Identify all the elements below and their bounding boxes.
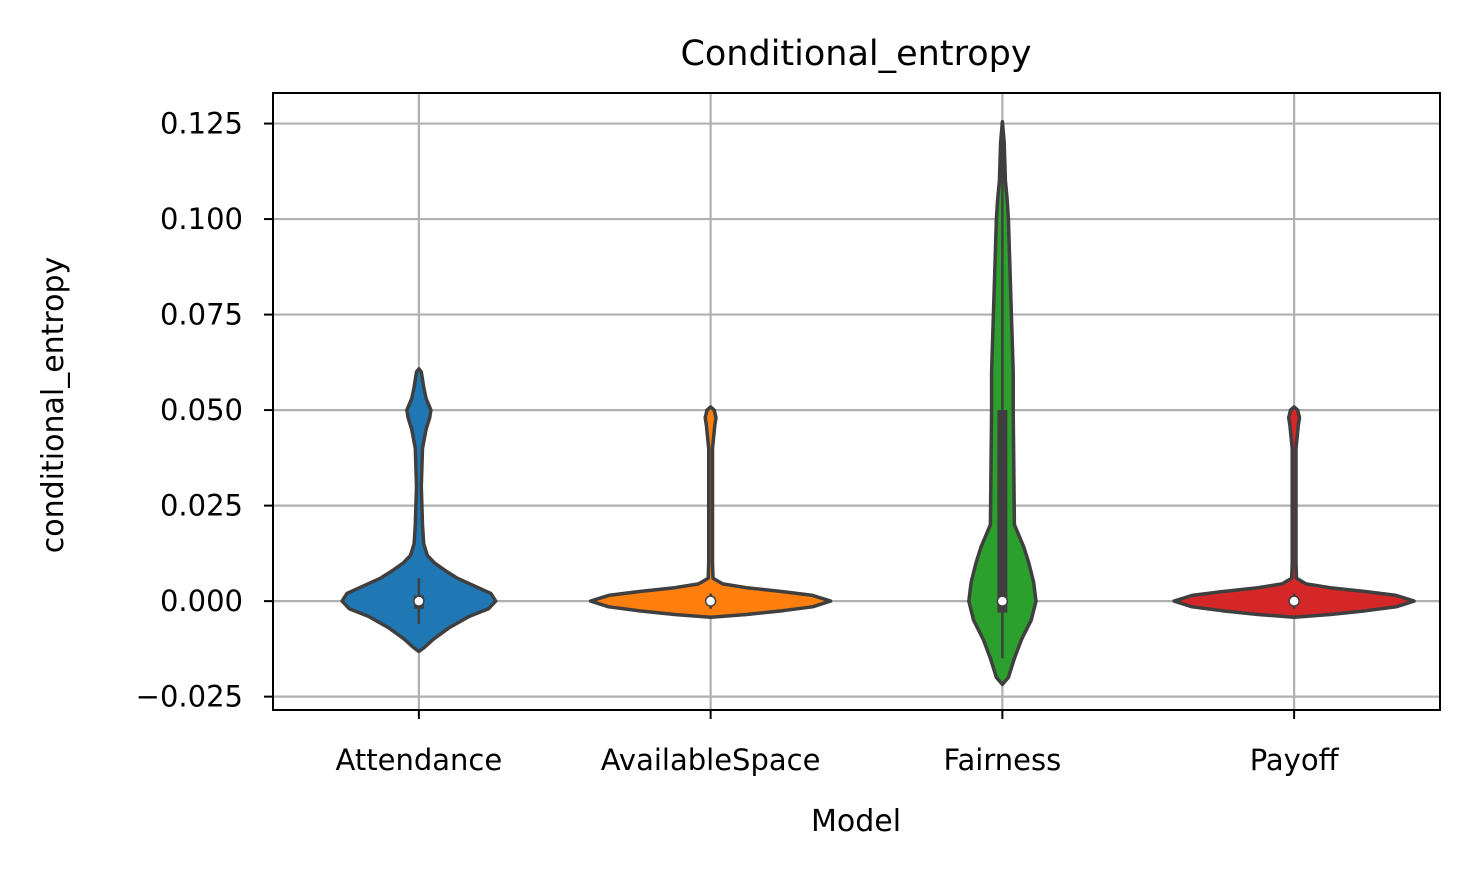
x-tick-label: AvailableSpace [601,743,821,777]
x-tick-label: Payoff [1250,743,1340,777]
plot-frame [272,92,1441,711]
y-tick-label: 0.075 [160,298,243,332]
violin-body-availablespace [588,405,833,619]
y-tick-label: 0.025 [160,489,243,523]
violin-median-point [413,595,425,607]
y-tick-label: 0.100 [160,202,243,236]
violin-body-attendance [340,367,498,654]
violin-median-point [1288,595,1300,607]
x-axis-title: Model [811,804,901,839]
x-tick-label: Attendance [336,743,503,777]
y-tick-label: 0.000 [160,584,243,618]
violin-iqr-box [997,410,1008,613]
y-tick-label: 0.125 [160,107,243,141]
violin-body-payoff [1172,405,1416,619]
violins [340,119,1416,687]
y-tick-label: 0.050 [160,393,243,427]
y-axis-title: conditional_entropy [36,257,71,553]
violin-median-point [704,595,717,607]
violin-median-point [996,595,1009,607]
x-tick-label: Fairness [944,743,1062,777]
y-axis: −0.025 0.000 0.025 0.050 0.075 0.100 0.125 [136,107,273,714]
y-tick-label: −0.025 [136,680,243,714]
x-axis: Attendance AvailableSpace Fairness Payoff [336,710,1340,777]
chart-title: Conditional_entropy [680,34,1031,74]
